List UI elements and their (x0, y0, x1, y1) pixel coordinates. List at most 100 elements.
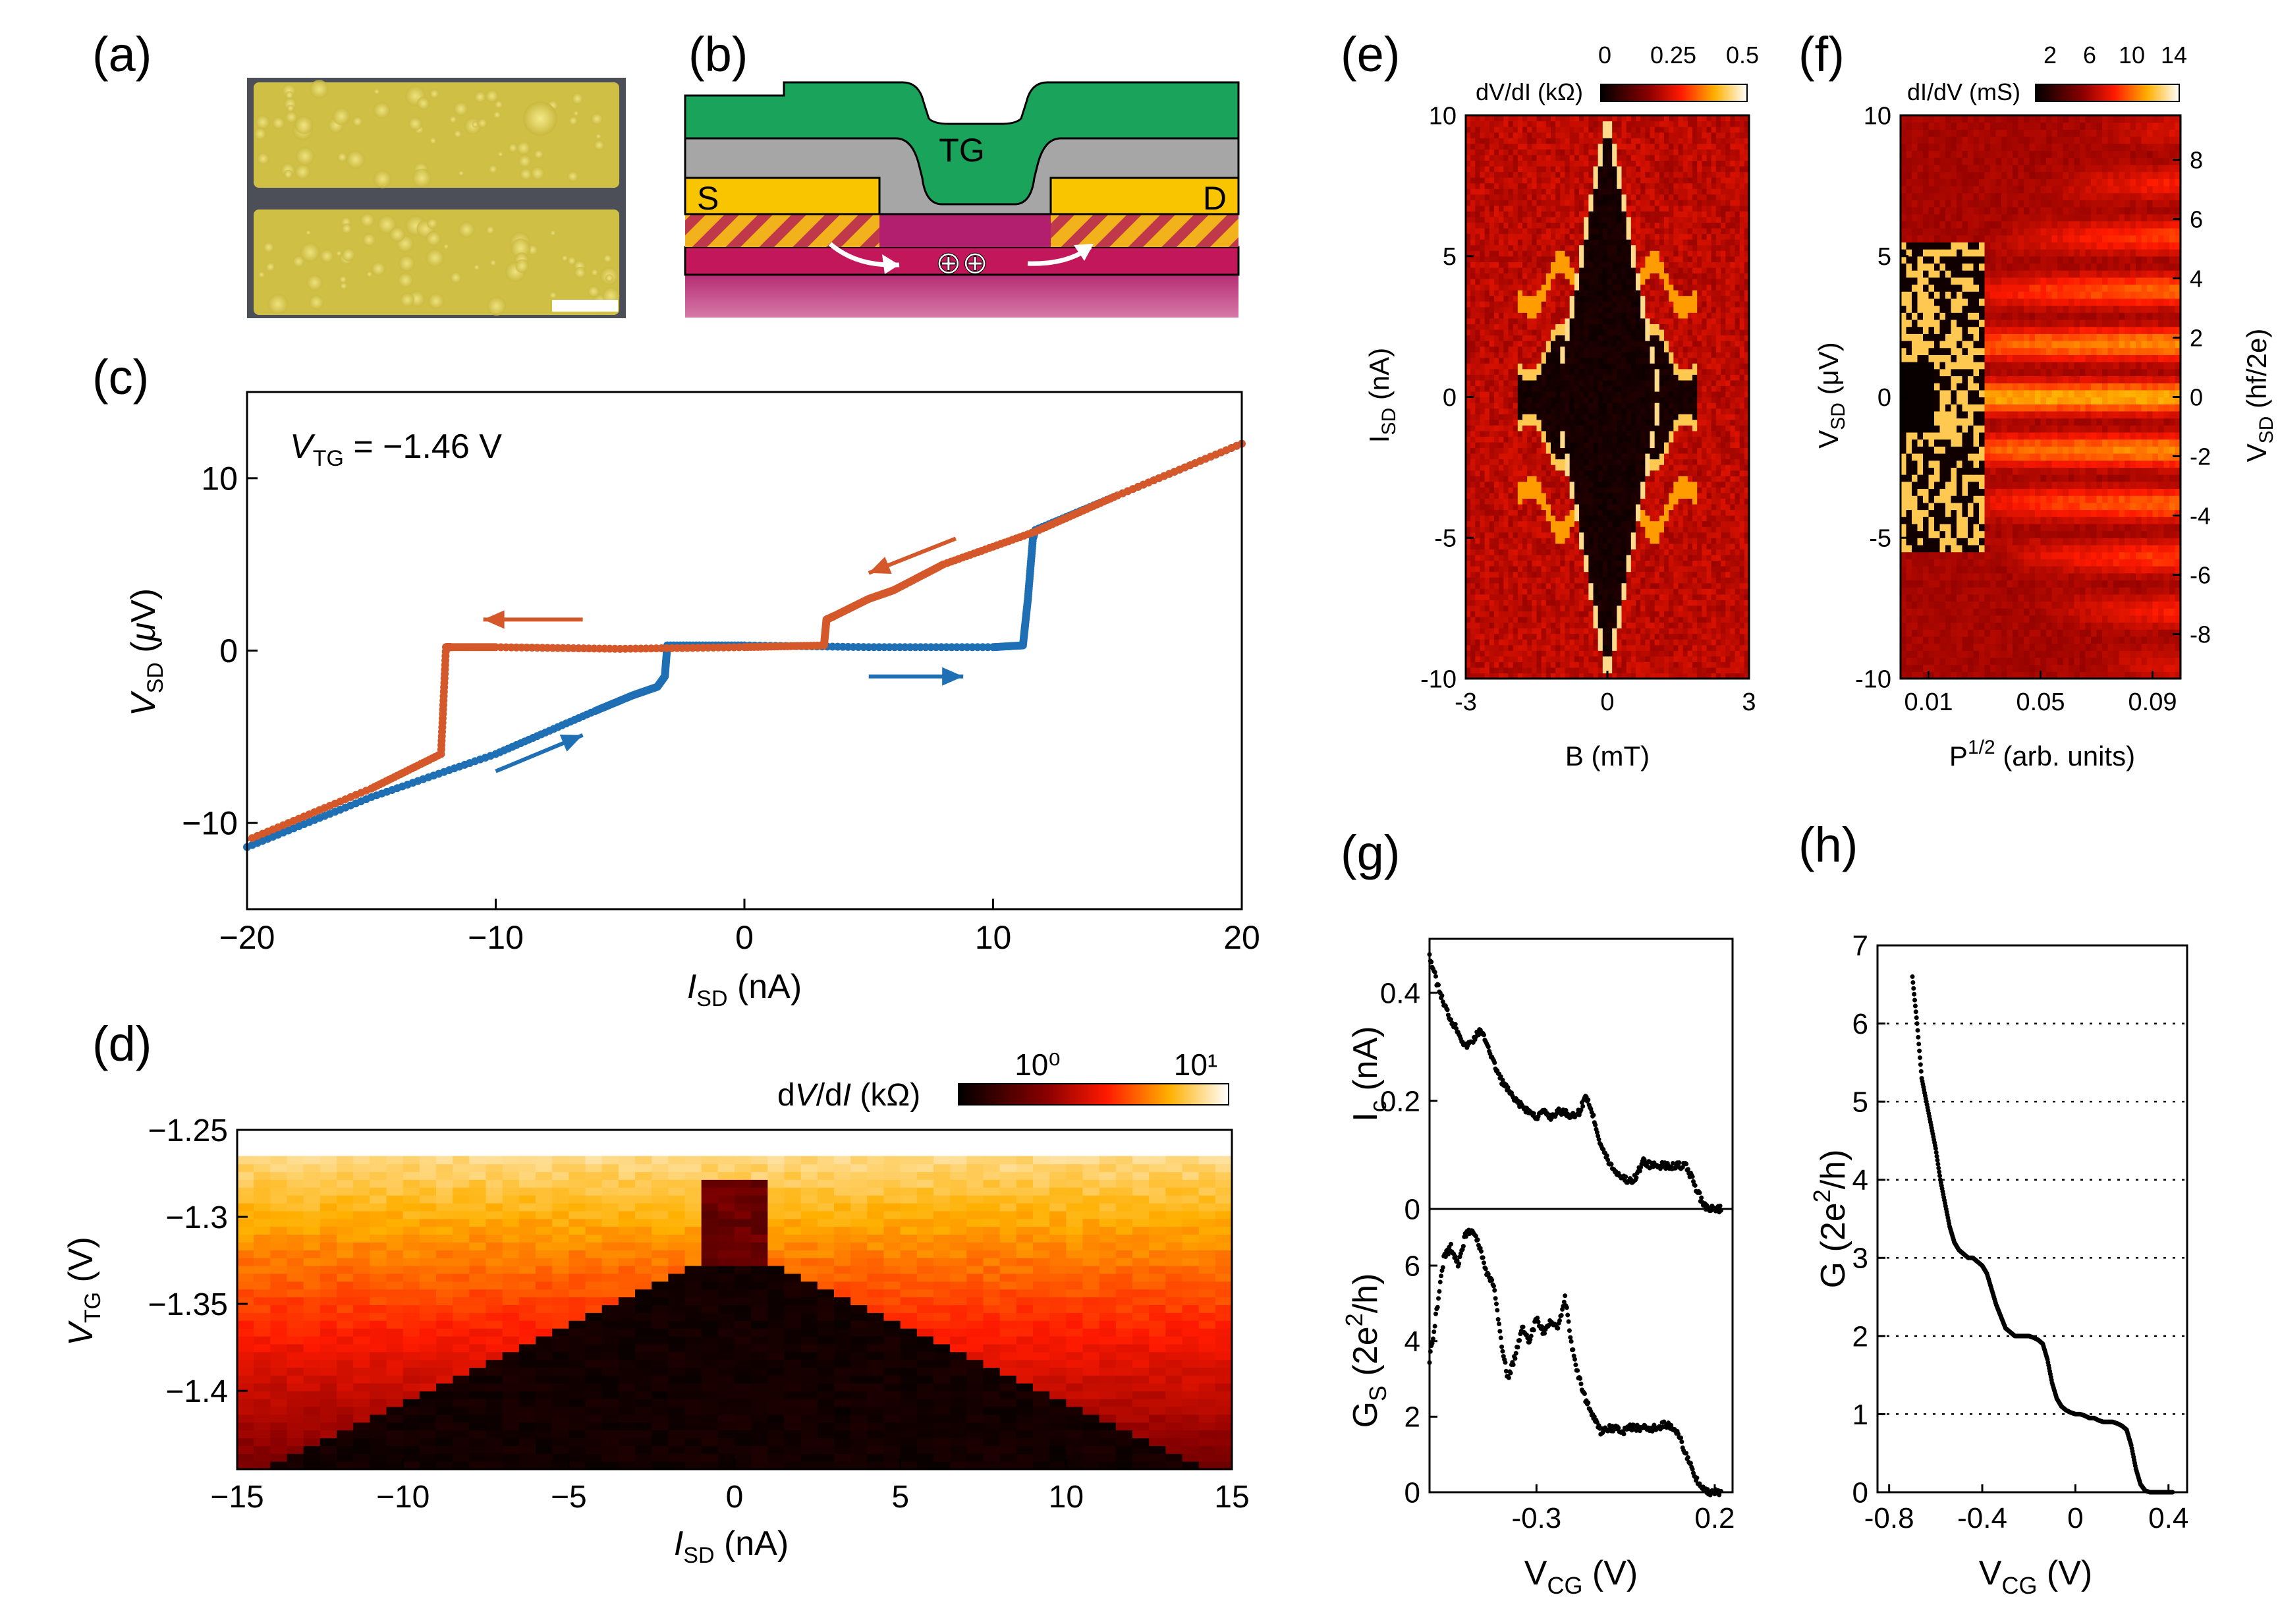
panel-e-cell (1739, 554, 1745, 561)
panel-e-cell (1584, 577, 1589, 584)
panel-d-cell (536, 1250, 553, 1258)
panel-d-cell (320, 1320, 337, 1329)
panel-d-cell (1033, 1273, 1050, 1282)
panel-e-cell (1545, 667, 1551, 674)
panel-e-cell (1499, 656, 1504, 662)
panel-d-cell (370, 1375, 387, 1384)
panel-e-cell (1588, 532, 1594, 538)
panel-d-cell (668, 1195, 686, 1204)
panel-d-cell (999, 1250, 1017, 1258)
panel-d-cell (883, 1163, 901, 1172)
panel-e-cell (1678, 611, 1684, 617)
panel-d-cell (735, 1258, 752, 1266)
panel-d-cell (320, 1179, 337, 1188)
panel-d-cell (287, 1195, 304, 1204)
panel-d-cell (834, 1406, 851, 1415)
panel-e-cell (1673, 628, 1679, 634)
panel-d-cell (1215, 1163, 1233, 1172)
panel-e-cell (1636, 650, 1641, 657)
panel-d-cell (536, 1367, 553, 1376)
panel-d-cell (751, 1328, 768, 1337)
panel-e-cell (1706, 549, 1712, 555)
panel-d-cell (684, 1445, 702, 1454)
panel-d-cell (552, 1375, 569, 1384)
panel-d-cell (999, 1414, 1017, 1423)
sem-grain (308, 294, 324, 310)
panel-d-cell (353, 1226, 370, 1235)
panel-d-cell (1132, 1266, 1150, 1274)
panel-d-cell (436, 1266, 453, 1274)
panel-d-cell (800, 1335, 818, 1345)
panel-d-cell (1082, 1210, 1100, 1219)
panel-d-cell (684, 1250, 702, 1258)
panel-d-cell (966, 1391, 984, 1399)
panel-e-cell (1470, 656, 1476, 662)
panel-d-cell (1215, 1312, 1233, 1321)
panel-d-cell (536, 1445, 553, 1454)
panel-d-cell (767, 1422, 785, 1431)
panel-d-cell (717, 1383, 735, 1391)
panel-d-cell (486, 1289, 503, 1298)
panel-d-cell (502, 1445, 520, 1454)
panel-e-cell (1697, 588, 1702, 595)
panel-e-cell (1692, 588, 1698, 595)
sem-grain (285, 91, 294, 99)
panel-e-cell (1470, 594, 1476, 600)
panel-d-cell (735, 1171, 752, 1180)
panel-e-cell (1669, 532, 1674, 538)
panel-d-cell (453, 1218, 470, 1227)
panel-d-cell (337, 1250, 354, 1258)
panel-d-cell (767, 1438, 785, 1446)
panel-g-letter: (g) (1341, 826, 1400, 880)
x-tick-label: −10 (468, 919, 524, 956)
panel-d-cell (569, 1430, 586, 1439)
panel-e-cell (1494, 650, 1499, 657)
panel-e-cell (1536, 616, 1542, 623)
panel-d-cell (867, 1202, 885, 1212)
panel-d-cell (370, 1242, 387, 1250)
panel-d-cell (1099, 1187, 1117, 1196)
panel-d-cell (1182, 1202, 1200, 1212)
panel-e-cell (1545, 560, 1551, 567)
panel-d-cell (337, 1391, 354, 1399)
sem-grain (458, 221, 475, 238)
panel-d-cell (1165, 1414, 1183, 1423)
panel-d-cell (518, 1289, 536, 1298)
panel-d-cell (966, 1226, 984, 1235)
panel-d-cell (518, 1399, 536, 1407)
panel-d-cell (784, 1226, 802, 1235)
panel-d-cell (1115, 1171, 1133, 1180)
panel-e-cell (1470, 554, 1476, 561)
panel-e-cell (1626, 605, 1632, 611)
sem-grain (426, 217, 438, 229)
panel-d-cell (1033, 1179, 1050, 1188)
panel-d-cell (536, 1383, 553, 1391)
panel-e-cell (1560, 644, 1566, 651)
panel-e-cell (1669, 639, 1674, 646)
panel-d-cell (966, 1335, 984, 1345)
panel-d-cell (1198, 1438, 1216, 1446)
panel-d-cell (684, 1453, 702, 1462)
panel-d-cell (237, 1156, 254, 1165)
panel-e-cell (1669, 538, 1674, 544)
panel-d-cell (999, 1453, 1017, 1462)
panel-d-cell (1198, 1218, 1216, 1227)
panel-d-cell (834, 1351, 851, 1360)
panel-d-cell (717, 1250, 735, 1258)
panel-e-cell (1489, 628, 1495, 634)
y-tick-label: −10 (182, 805, 238, 842)
panel-e-cell (1551, 526, 1556, 533)
panel-d-cell (652, 1383, 669, 1391)
panel-e-cell (1664, 588, 1669, 595)
panel-d-cell (1198, 1273, 1216, 1282)
panel-e-cell (1630, 667, 1636, 674)
panel-e-cell (1560, 633, 1566, 640)
panel-e-cell (1640, 560, 1646, 567)
panel-d-cell (486, 1438, 503, 1446)
panel-d-cell (270, 1328, 288, 1337)
panel-e-cell (1702, 639, 1708, 646)
panel-d-cell (1033, 1445, 1050, 1454)
panel-e-cell (1503, 549, 1509, 555)
panel-d-cell (735, 1453, 752, 1462)
panel-d-cell (270, 1351, 288, 1360)
